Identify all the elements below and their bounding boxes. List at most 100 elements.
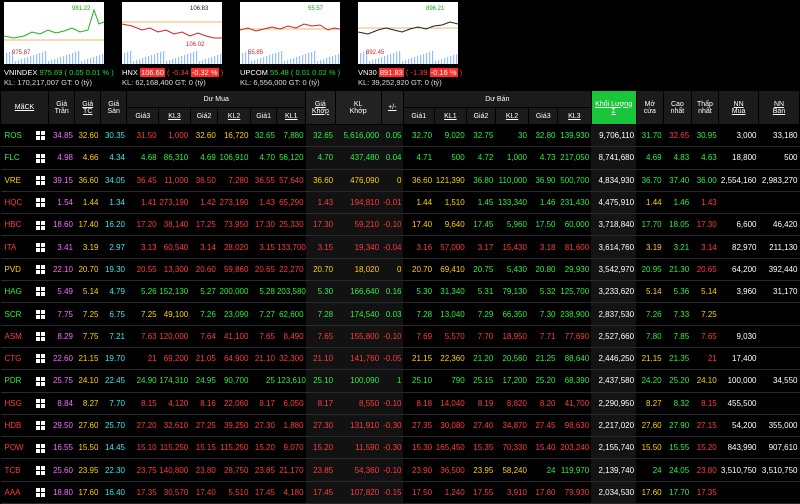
symbol-cell[interactable]: HSG (0, 392, 35, 415)
table-row[interactable]: SCR 7.75 7.25 6.75 7.25 49,100 7.26 23,090 7.27 6… (0, 302, 800, 326)
index-sparkline[interactable]: 896.21 892.45 (358, 2, 458, 64)
header-floor[interactable]: Giá Sàn (99, 90, 128, 125)
symbol-cell[interactable]: VRE (0, 169, 35, 192)
grid-menu-icon[interactable] (34, 280, 49, 304)
floor-price-cell: 22.30 (100, 458, 127, 482)
cell-a2: 21.20 (466, 347, 496, 371)
header-ask-price-2[interactable]: Giá2 (466, 107, 496, 125)
table-row[interactable]: HBC 18.60 17.40 16.20 17.20 38,140 17.25 73,950… (0, 213, 800, 237)
header-ceil[interactable]: Giá Trần (47, 90, 76, 125)
cell-a3: 27.45 (528, 414, 558, 438)
cell-av1: 57,000 (434, 235, 467, 259)
table-row[interactable]: ASM 8.29 7.75 7.21 7.63 120,000 7.64 41,100 7.65… (0, 325, 800, 348)
symbol-cell[interactable]: HQC (0, 191, 35, 215)
symbol-cell[interactable]: HDB (0, 414, 35, 438)
grid-menu-icon[interactable] (34, 436, 49, 460)
table-row[interactable]: HAG 5.49 5.14 4.79 5.26 152,130 5.27 200,000 5.2… (0, 280, 800, 304)
header-ask-vol-3[interactable]: KL3 (557, 107, 592, 125)
table-row[interactable]: AAA 18.80 17.60 16.40 17.35 30,570 17.40 5,510 1… (0, 481, 800, 504)
grid-menu-icon[interactable] (34, 369, 49, 393)
symbol-cell[interactable]: AAA (0, 481, 35, 504)
cell-b2: 32.60 (190, 124, 218, 148)
header-match-vol[interactable]: KL Khớp (334, 90, 382, 125)
grid-menu-icon[interactable] (34, 146, 49, 170)
grid-menu-icon[interactable] (34, 213, 49, 237)
header-bid-price-2[interactable]: Giá2 (189, 107, 219, 125)
symbol-cell[interactable]: HAG (0, 280, 35, 304)
cell-av3: 125,700 (557, 280, 592, 304)
table-row[interactable]: TCB 25.60 23.95 22.30 23.75 140,800 23.80 28,75… (0, 458, 800, 482)
cell-b3: 7.63 (126, 325, 159, 348)
grid-menu-icon[interactable] (34, 302, 49, 326)
symbol-cell[interactable]: SCR (0, 302, 35, 326)
symbol-cell[interactable]: ROS (0, 124, 35, 148)
symbol-cell[interactable]: PDR (0, 369, 35, 393)
header-bid-price-3[interactable]: Giá3 (126, 107, 160, 125)
header-total-volume[interactable]: Khối Lượng Σ (590, 90, 637, 125)
cell-bv1: 133,700 (276, 235, 306, 259)
header-bid-vol-2[interactable]: KL2 (217, 107, 251, 125)
cell-mv: 166,640 (335, 280, 382, 304)
header-foreign-sell[interactable]: NN Bán (758, 90, 800, 125)
header-low[interactable]: Thấp nhất (690, 90, 720, 125)
table-row[interactable]: HSG 8.84 8.27 7.70 8.15 4,120 8.16 22,060 8.17 6,… (0, 392, 800, 415)
grid-menu-icon[interactable] (34, 481, 49, 504)
table-row[interactable]: POW 16.55 15.50 14.45 15.10 115,250 15.15 115,2… (0, 436, 800, 460)
index-sparkline[interactable]: 106.83 106.02 (122, 2, 222, 64)
index-sparkline[interactable]: 981.22 975.87 (4, 2, 104, 64)
index-sparkline[interactable]: 55.57 55.85 (240, 2, 340, 64)
ceil-price-cell: 29.50 (48, 414, 75, 438)
symbol-cell[interactable]: HBC (0, 213, 35, 237)
header-bid-vol-3[interactable]: KL3 (158, 107, 191, 125)
header-match-price[interactable]: Giá Khớp (305, 90, 336, 125)
header-bid-price-1[interactable]: Giá1 (249, 107, 278, 125)
header-open[interactable]: Mở cửa (635, 90, 665, 125)
grid-menu-icon[interactable] (34, 414, 49, 438)
symbol-cell[interactable]: ASM (0, 325, 35, 348)
header-ref[interactable]: Giá TC (74, 90, 101, 125)
grid-menu-icon[interactable] (34, 325, 49, 348)
total-volume-cell: 2,437,580 (591, 369, 637, 393)
cell-lo: 36.00 (691, 169, 719, 192)
header-ask-price-3[interactable]: Giá3 (528, 107, 558, 125)
header-foreign-buy[interactable]: NN Mua (718, 90, 759, 125)
table-row[interactable]: PVD 22.10 20.70 19.30 20.55 13,300 20.60 59,860… (0, 258, 800, 282)
symbol-cell[interactable]: POW (0, 436, 35, 460)
cell-bv2: 7,280 (217, 169, 251, 192)
symbol-cell[interactable]: FLC (0, 146, 35, 170)
header-change[interactable]: +/- (380, 90, 404, 125)
symbol-cell[interactable]: CTG (0, 347, 35, 371)
cell-a1: 7.69 (403, 325, 435, 348)
table-row[interactable]: HQC 1.54 1.44 1.34 1.41 273,190 1.42 273,190 1.4… (0, 191, 800, 215)
grid-menu-icon[interactable] (34, 124, 49, 148)
symbol-cell[interactable]: PVD (0, 258, 35, 282)
header-high[interactable]: Cao nhất (663, 90, 692, 125)
grid-menu-icon[interactable] (34, 191, 49, 215)
table-row[interactable]: VRE 39.15 36.60 34.05 36.45 11,000 36.50 7,280 3… (0, 169, 800, 192)
table-row[interactable]: PDR 25.75 24.10 22.45 24.90 174,310 24.95 90,70… (0, 369, 800, 393)
header-symbol[interactable]: MãCK (0, 90, 49, 125)
symbol-cell[interactable]: TCB (0, 458, 35, 482)
cell-a2: 7.70 (466, 325, 496, 348)
cell-a1: 7.28 (403, 302, 435, 326)
header-bid-vol-1[interactable]: KL1 (276, 107, 307, 125)
table-row[interactable]: ROS 34.85 32.60 30.35 31.50 1,000 32.60 16,720 3… (0, 124, 800, 148)
cell-bv3: 86,310 (158, 146, 191, 170)
cell-b3: 8.15 (126, 392, 159, 415)
grid-menu-icon[interactable] (34, 258, 49, 282)
grid-menu-icon[interactable] (34, 392, 49, 415)
header-ask-price-1[interactable]: Giá1 (402, 107, 435, 125)
table-row[interactable]: ITA 3.41 3.19 2.97 3.13 60,540 3.14 28,020 3.15 1… (0, 235, 800, 259)
grid-menu-icon[interactable] (34, 458, 49, 482)
table-row[interactable]: HDB 29.50 27.60 25.70 27.20 32,610 27.25 39,250… (0, 414, 800, 438)
grid-menu-icon[interactable] (34, 169, 49, 192)
grid-menu-icon[interactable] (34, 347, 49, 371)
cell-bv3: 273,190 (158, 191, 191, 215)
symbol-cell[interactable]: ITA (0, 235, 35, 259)
grid-menu-icon[interactable] (34, 235, 49, 259)
table-row[interactable]: FLC 4.98 4.66 4.34 4.68 86,310 4.69 106,910 4.70… (0, 146, 800, 170)
cell-a2: 17.55 (466, 481, 496, 504)
header-ask-vol-1[interactable]: KL1 (433, 107, 468, 125)
table-row[interactable]: CTG 22.60 21.15 19.70 21 69,200 21.05 64,900 21.… (0, 347, 800, 371)
header-ask-vol-2[interactable]: KL2 (494, 107, 530, 125)
